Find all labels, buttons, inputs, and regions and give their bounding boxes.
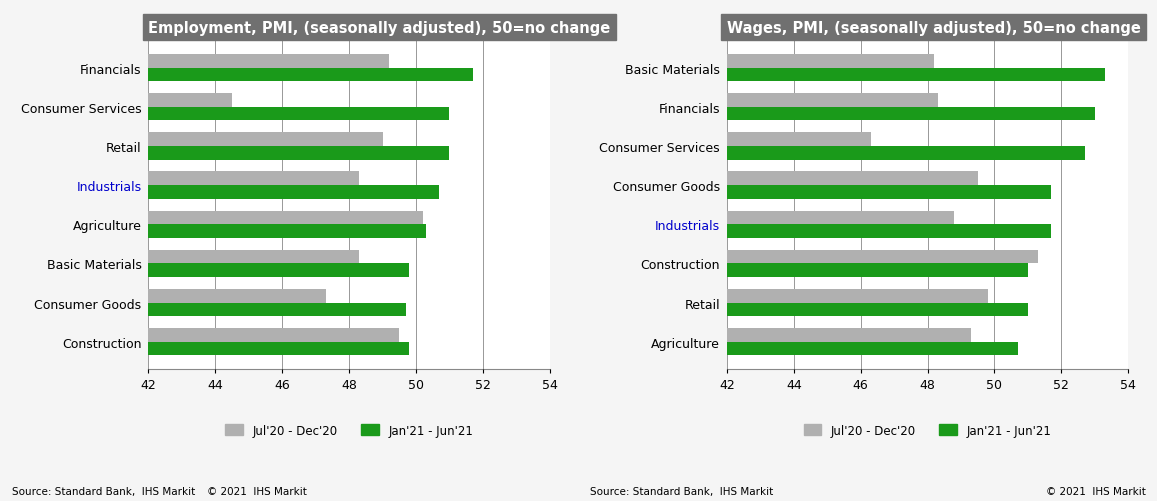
Bar (148, 342, 410, 356)
Bar (727, 211, 955, 225)
Bar (727, 55, 934, 69)
Bar (148, 211, 422, 225)
Bar (727, 328, 971, 342)
Legend: Jul'20 - Dec'20, Jan'21 - Jun'21: Jul'20 - Dec'20, Jan'21 - Jun'21 (219, 418, 479, 443)
Bar (727, 94, 937, 108)
Bar (727, 250, 1038, 264)
Bar (148, 133, 383, 147)
Bar (727, 133, 871, 147)
Bar (148, 186, 440, 199)
Bar (727, 186, 1052, 199)
Bar (727, 264, 1027, 278)
Bar (727, 342, 1018, 356)
Bar (727, 303, 1027, 317)
Bar (727, 147, 1085, 160)
Bar (148, 225, 426, 238)
Bar (727, 225, 1052, 238)
Bar (148, 264, 410, 278)
Bar (148, 250, 359, 264)
Bar (727, 289, 988, 303)
Bar (148, 147, 449, 160)
Bar (148, 328, 399, 342)
Bar (148, 289, 325, 303)
Text: Source: Standard Bank,  IHS Markit: Source: Standard Bank, IHS Markit (12, 486, 194, 496)
Bar (727, 172, 978, 186)
Text: Employment, PMI, (seasonally adjusted), 50=no change: Employment, PMI, (seasonally adjusted), … (148, 21, 611, 36)
Bar (148, 303, 406, 317)
Bar (727, 108, 1095, 121)
Text: Source: Standard Bank,  IHS Markit: Source: Standard Bank, IHS Markit (590, 486, 773, 496)
Bar (148, 94, 233, 108)
Bar (148, 108, 449, 121)
Text: © 2021  IHS Markit: © 2021 IHS Markit (207, 486, 307, 496)
Bar (148, 55, 389, 69)
Bar (727, 69, 1105, 82)
Legend: Jul'20 - Dec'20, Jan'21 - Jun'21: Jul'20 - Dec'20, Jan'21 - Jun'21 (797, 418, 1057, 443)
Bar (148, 69, 473, 82)
Bar (148, 172, 359, 186)
Text: Wages, PMI, (seasonally adjusted), 50=no change: Wages, PMI, (seasonally adjusted), 50=no… (727, 21, 1141, 36)
Text: © 2021  IHS Markit: © 2021 IHS Markit (1046, 486, 1145, 496)
